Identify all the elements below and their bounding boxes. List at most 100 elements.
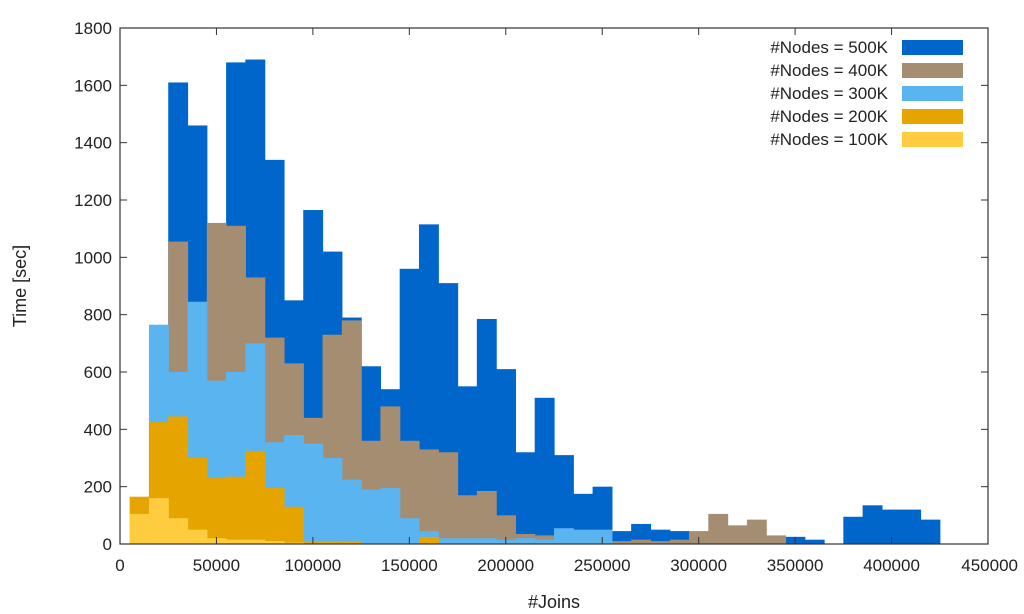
bar: [380, 488, 401, 544]
bar: [554, 455, 574, 544]
bar: [187, 458, 208, 544]
bar: [399, 518, 420, 544]
bar: [168, 518, 189, 544]
y-tick-label: 1400: [74, 134, 112, 153]
bar: [534, 397, 555, 544]
bar: [804, 539, 825, 544]
legend-swatch: [902, 132, 963, 147]
bar: [727, 525, 748, 544]
bar: [341, 479, 362, 544]
y-tick-label: 0: [103, 535, 112, 554]
bar: [226, 539, 246, 544]
bar: [515, 452, 536, 544]
bar: [457, 538, 478, 544]
y-tick-label: 400: [84, 420, 112, 439]
x-tick-label: 150000: [381, 556, 438, 575]
bar: [476, 538, 497, 544]
bar: [283, 506, 304, 544]
x-tick-label: 100000: [285, 556, 342, 575]
x-tick-label: 350000: [767, 556, 824, 575]
legend-label: #Nodes = 500K: [770, 38, 888, 57]
bar: [611, 531, 632, 544]
bar: [496, 515, 517, 544]
bars-layer: [129, 59, 941, 545]
bar: [418, 449, 439, 544]
bar: [245, 450, 266, 544]
legend-item: #Nodes = 200K: [770, 107, 963, 126]
bar: [862, 505, 883, 544]
bar: [457, 495, 478, 544]
bar: [554, 528, 574, 544]
y-axis-label: Time [sec]: [10, 245, 30, 327]
bar: [418, 536, 439, 544]
legend-swatch: [902, 63, 963, 78]
x-axis-label: #Joins: [528, 592, 580, 612]
bar: [206, 478, 227, 544]
bar: [322, 458, 343, 544]
bar: [283, 542, 304, 544]
bar: [746, 519, 767, 544]
bar: [226, 476, 246, 544]
x-tick-label: 200000: [477, 556, 534, 575]
bar: [843, 516, 864, 544]
legend-label: #Nodes = 300K: [770, 84, 888, 103]
bar: [669, 539, 690, 544]
bar: [631, 523, 652, 544]
bar: [476, 490, 497, 544]
bar: [650, 529, 671, 544]
bar: [920, 519, 941, 544]
bar: [438, 452, 459, 544]
x-tick-label: 450000: [961, 556, 1018, 575]
ticks-layer: 0 200 400 600 800 1000 1200 1400 1600 1800 0 50000 1…: [74, 19, 1018, 575]
legend-swatch: [902, 109, 963, 124]
bar: [901, 509, 922, 544]
bar: [611, 541, 632, 544]
bar: [496, 369, 517, 544]
x-tick-label: 400000: [863, 556, 920, 575]
bar: [631, 539, 652, 544]
y-tick-label: 1600: [74, 76, 112, 95]
bar: [592, 529, 613, 544]
bar: [187, 529, 208, 544]
bar: [881, 509, 902, 544]
bar: [303, 443, 324, 544]
bar: [264, 541, 285, 544]
legend-item: #Nodes = 400K: [770, 61, 963, 80]
legend-item: #Nodes = 300K: [770, 84, 963, 103]
bar: [148, 498, 169, 544]
y-tick-label: 1800: [74, 19, 112, 38]
y-tick-label: 200: [84, 478, 112, 497]
y-tick-label: 600: [84, 363, 112, 382]
bar: [129, 513, 150, 544]
legend-label: #Nodes = 200K: [770, 107, 888, 126]
series-4: [129, 416, 439, 544]
legend-item: #Nodes = 500K: [770, 38, 963, 57]
legend-swatch: [902, 40, 963, 55]
legend: #Nodes = 500K #Nodes = 400K #Nodes = 300K #…: [770, 38, 963, 149]
bar: [592, 486, 613, 544]
legend-label: #Nodes = 400K: [770, 61, 888, 80]
bar: [322, 541, 343, 544]
legend-label: #Nodes = 100K: [770, 130, 888, 149]
x-tick-label: 300000: [670, 556, 727, 575]
bar: [573, 529, 594, 544]
bar: [264, 488, 285, 544]
bar: [650, 541, 671, 544]
bar: [534, 539, 555, 544]
bar: [438, 538, 459, 544]
bar: [168, 416, 189, 544]
bar: [341, 541, 362, 544]
bar: [245, 539, 266, 544]
x-tick-label: 0: [115, 556, 124, 575]
y-tick-label: 800: [84, 306, 112, 325]
x-tick-label: 250000: [574, 556, 631, 575]
legend-swatch: [902, 86, 963, 101]
bar: [708, 513, 729, 544]
bar: [361, 489, 381, 544]
x-tick-label: 50000: [193, 556, 240, 575]
bar: [766, 535, 787, 544]
bar: [515, 538, 536, 544]
bar: [476, 318, 497, 544]
legend-item: #Nodes = 100K: [770, 130, 963, 149]
